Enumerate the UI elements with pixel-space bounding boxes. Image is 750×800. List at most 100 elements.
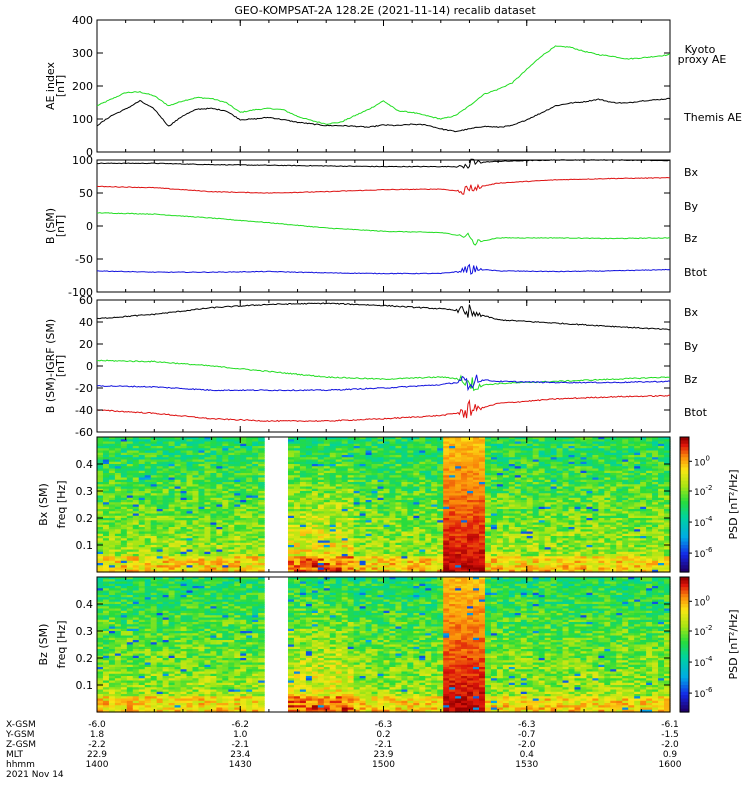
psd-cell xyxy=(532,457,540,461)
psd-cell xyxy=(514,538,522,542)
psd-cell xyxy=(562,473,570,476)
psd-cell xyxy=(323,569,331,573)
psd-cell xyxy=(252,493,259,497)
psd-cell xyxy=(335,482,343,485)
psd-cell xyxy=(186,560,194,564)
psd-cell xyxy=(138,529,146,533)
psd-cell xyxy=(246,448,253,452)
psd-cell xyxy=(544,502,552,506)
psd-cell xyxy=(198,461,206,465)
psd-cell xyxy=(479,464,486,467)
psd-cell xyxy=(299,563,307,566)
psd-cell xyxy=(198,529,206,533)
psd-cell xyxy=(538,457,546,461)
psd-cell xyxy=(228,542,235,546)
psd-cell xyxy=(586,495,594,499)
psd-cell xyxy=(186,479,194,483)
psd-cell xyxy=(126,437,134,440)
psd-cell xyxy=(431,484,438,488)
psd-cell xyxy=(371,473,379,476)
psd-cell xyxy=(108,486,116,490)
psd-cell xyxy=(347,455,355,458)
psd-cell xyxy=(389,497,397,501)
psd-cell xyxy=(288,459,295,463)
psd-cell xyxy=(329,554,337,557)
psd-cell xyxy=(288,446,295,449)
psd-cell xyxy=(520,502,528,506)
psd-cell xyxy=(317,540,325,544)
psd-cell xyxy=(586,560,594,564)
psd-cell xyxy=(198,511,206,515)
psd-cell xyxy=(156,515,164,519)
psd-cell xyxy=(186,551,194,555)
psd-cell xyxy=(413,515,420,519)
psd-cell xyxy=(198,502,206,506)
psd-cell xyxy=(353,549,361,553)
psd-cell xyxy=(562,479,570,483)
psd-cell xyxy=(586,457,594,461)
psd-cell xyxy=(317,479,325,483)
psd-cell xyxy=(538,450,546,454)
psd-cell xyxy=(383,520,391,524)
psd-cell xyxy=(556,522,564,526)
psd-cell xyxy=(407,567,414,571)
psd-cell xyxy=(353,513,361,517)
psd-cell xyxy=(371,515,379,519)
psd-cell xyxy=(383,473,391,476)
psd-cell xyxy=(305,495,313,499)
psd-cell xyxy=(520,448,528,452)
psd-cell xyxy=(580,540,588,544)
psd-cell xyxy=(562,529,570,533)
psd-cell xyxy=(371,533,379,537)
psd-cell xyxy=(383,500,391,503)
psd-cell xyxy=(162,475,170,479)
psd-cell xyxy=(234,536,241,539)
psd-cell xyxy=(138,511,146,515)
psd-cell xyxy=(574,547,582,551)
psd-cell xyxy=(126,466,134,470)
psd-cell xyxy=(562,563,570,566)
psd-cell xyxy=(216,533,223,537)
psd-cell xyxy=(335,473,343,476)
psd-cell xyxy=(192,520,200,524)
psd-cell xyxy=(496,533,504,537)
psd-cell xyxy=(132,524,140,528)
psd-cell xyxy=(568,493,576,497)
psd-cell xyxy=(479,542,486,546)
psd-cell xyxy=(419,511,426,515)
psd-cell xyxy=(180,511,188,515)
psd-cell xyxy=(473,520,480,524)
psd-cell xyxy=(407,473,414,476)
psd-cell xyxy=(293,461,301,465)
psd-cell xyxy=(443,486,450,490)
psd-cell xyxy=(425,554,432,557)
psd-cell xyxy=(479,540,486,544)
psd-cell xyxy=(419,439,426,443)
psd-cell xyxy=(108,520,116,524)
psd-cell xyxy=(514,560,522,564)
psd-cell xyxy=(186,439,194,443)
psd-cell xyxy=(311,513,319,517)
psd-cell xyxy=(455,475,462,479)
psd-cell xyxy=(311,477,319,481)
psd-cell xyxy=(288,518,295,521)
psd-cell xyxy=(258,549,265,553)
psd-cell xyxy=(443,446,450,449)
psd-cell xyxy=(490,502,498,506)
psd-cell xyxy=(168,473,176,476)
psd-cell xyxy=(258,448,265,452)
psd-cell xyxy=(246,563,253,566)
psd-cell xyxy=(389,495,397,499)
psd-cell xyxy=(204,533,212,537)
psd-cell xyxy=(168,567,176,571)
psd-cell xyxy=(102,437,110,440)
psd-cell xyxy=(120,466,128,470)
psd-cell xyxy=(449,437,456,440)
psd-cell xyxy=(162,545,170,548)
psd-cell xyxy=(455,509,462,512)
psd-cell xyxy=(216,545,223,548)
psd-cell xyxy=(586,459,594,463)
psd-cell xyxy=(556,527,564,530)
psd-cell xyxy=(526,450,534,454)
psd-cell xyxy=(126,477,134,481)
